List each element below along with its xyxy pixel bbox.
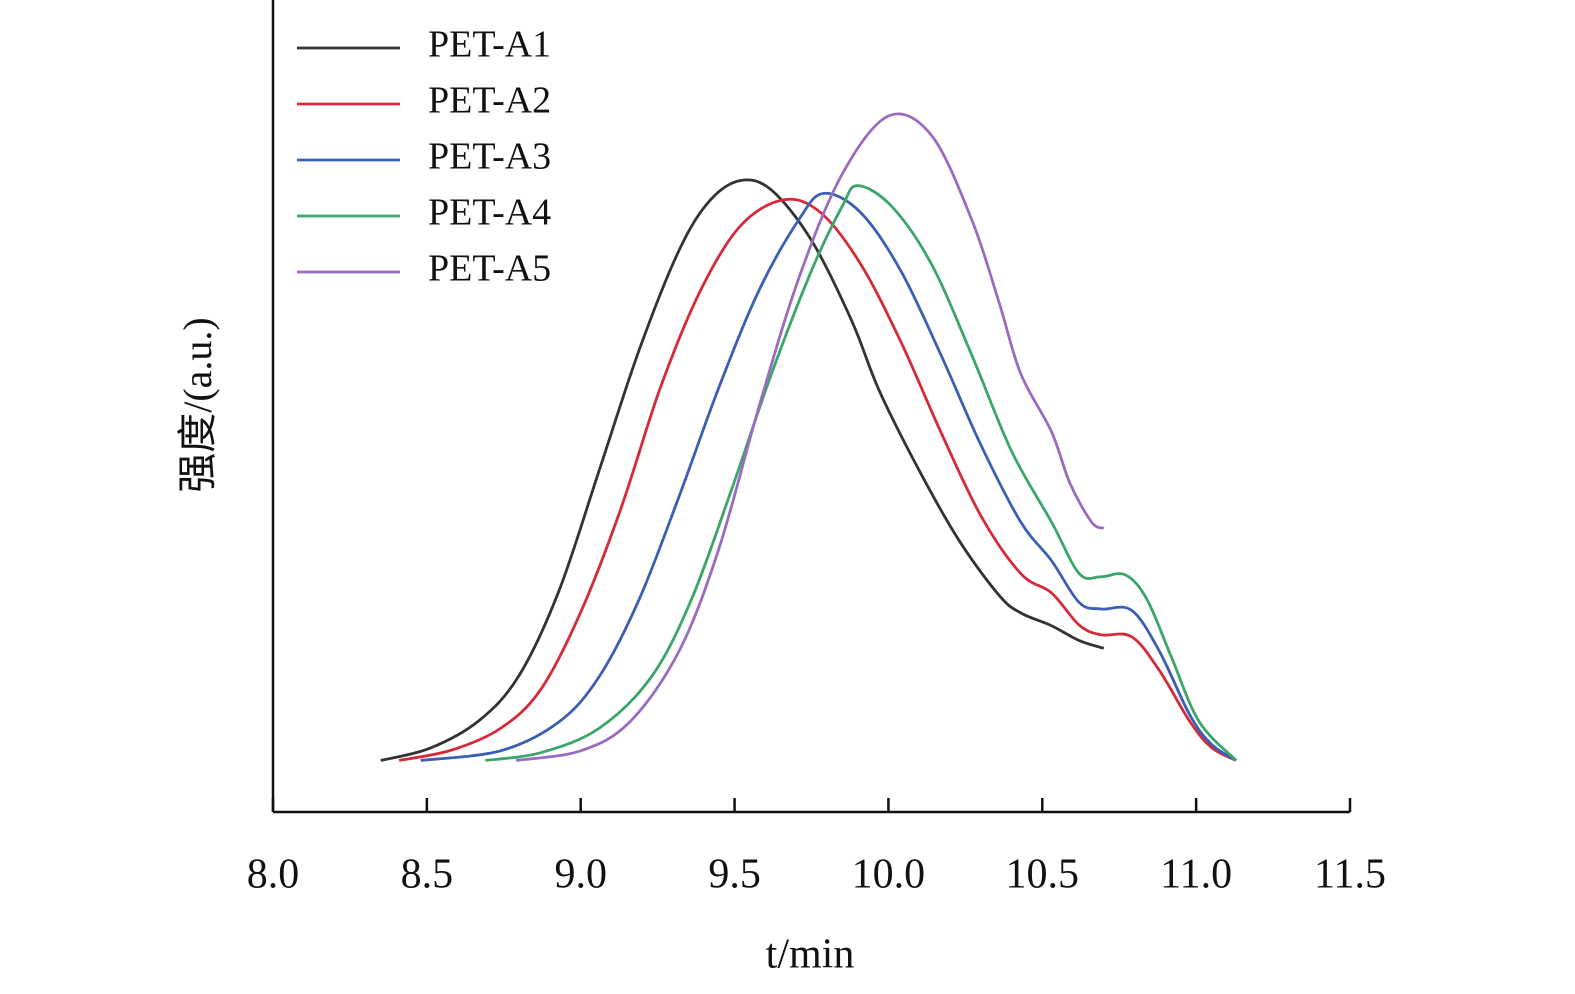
series-line: [398, 197, 1237, 762]
x-tick-label: 10.0: [852, 852, 926, 898]
x-tick-label: 9.5: [708, 852, 761, 898]
legend-label: PET-A5: [428, 248, 551, 290]
series-line: [380, 178, 1105, 762]
x-tick-label: 8.5: [401, 852, 454, 898]
legend-label: PET-A3: [428, 136, 551, 178]
series-line: [515, 112, 1105, 762]
series-line: [485, 184, 1238, 762]
x-tick-label: 9.0: [554, 852, 607, 898]
legend-label: PET-A2: [428, 80, 551, 122]
x-tick-label: 11.0: [1160, 852, 1232, 898]
legend-label: PET-A1: [428, 24, 551, 66]
legend-label: PET-A4: [428, 192, 551, 234]
x-tick-label: 11.5: [1314, 852, 1386, 898]
y-axis-label: 强度/(a.u.): [175, 317, 220, 493]
x-tick-label: 10.5: [1006, 852, 1080, 898]
x-tick-label: 8.0: [247, 852, 300, 898]
x-axis-label: t/min: [766, 932, 855, 978]
series-line: [420, 191, 1237, 762]
